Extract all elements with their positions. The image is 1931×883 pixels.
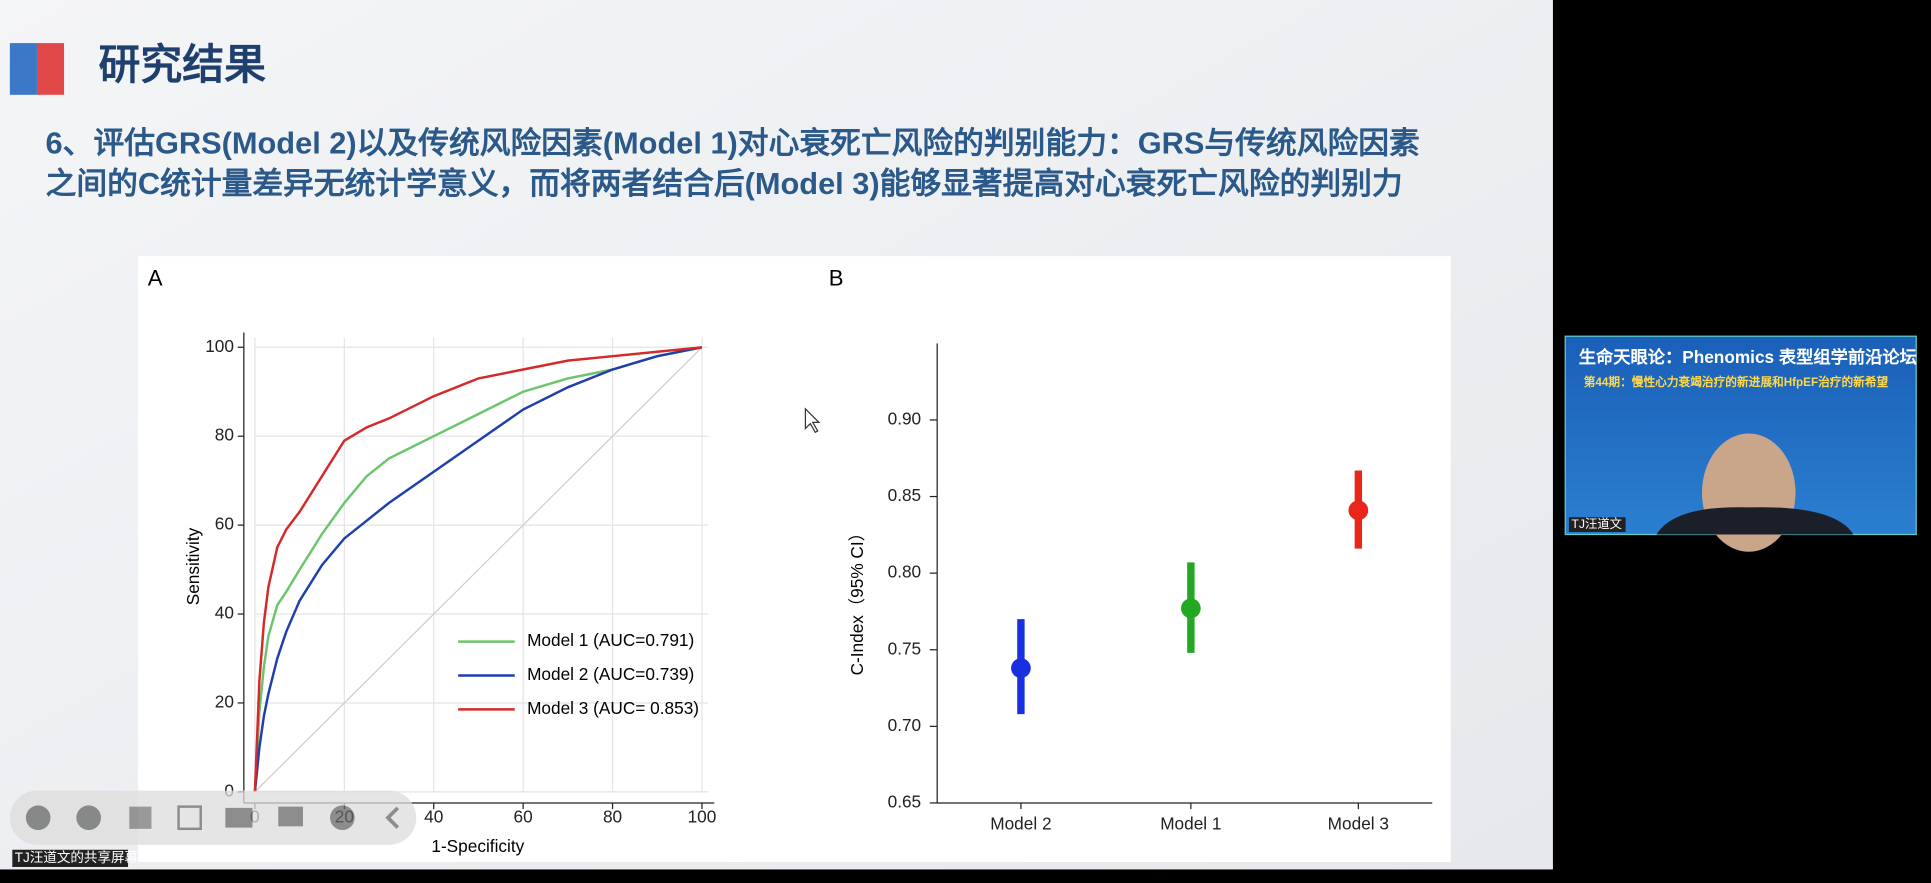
x-tick-label: 80 xyxy=(603,806,622,826)
prev-button[interactable] xyxy=(25,805,51,831)
y-tick-label: 100 xyxy=(205,336,234,356)
more-button[interactable] xyxy=(330,805,355,831)
toolbar[interactable] xyxy=(9,790,417,845)
legend-label: Model 3 (AUC= 0.853) xyxy=(527,698,699,718)
slide-title: 研究结果 xyxy=(99,41,267,88)
speaker-body xyxy=(1656,507,1854,535)
zoom-button[interactable] xyxy=(177,805,202,831)
next-button[interactable] xyxy=(76,805,101,831)
figure xyxy=(137,256,1451,863)
y-axis-label: C-Index（95% CI） xyxy=(847,524,867,675)
chat-button[interactable] xyxy=(278,806,303,827)
y-tick-label: 0.85 xyxy=(888,485,922,505)
speaker-label-bg xyxy=(1568,517,1626,533)
heading: 之间的C统计量差异无统计学意义，而将两者结合后(Model 3)能够显著提高对心… xyxy=(46,166,1403,201)
video-subtitle: 第44期：慢性心力衰竭治疗的新进展和HfpEF治疗的新希望 xyxy=(1584,375,1889,389)
y-tick-label: 60 xyxy=(215,514,234,534)
plots: A0204060801000204060801001-SpecificitySe… xyxy=(148,265,1433,856)
x-tick-label: Model 1 xyxy=(1160,814,1221,834)
reference-line xyxy=(254,346,703,793)
y-axis-label: Sensitivity xyxy=(183,527,203,605)
y-tick-label: 0.75 xyxy=(888,638,922,658)
y-tick-label: 0.70 xyxy=(888,715,922,735)
share-label: TJ汪道文的共享屏幕 xyxy=(15,849,139,865)
cursor xyxy=(804,407,821,434)
point xyxy=(1011,658,1031,678)
x-axis-label: 1-Specificity xyxy=(431,836,524,856)
pen-button[interactable] xyxy=(129,806,152,829)
y-tick-label: 80 xyxy=(215,425,234,445)
y-tick-label: 20 xyxy=(215,691,234,711)
video-banner: 生命天眼论：Phenomics 表型组学前沿论坛 xyxy=(1579,347,1917,367)
heading: 6、评估GRS(Model 2)以及传统风险因素(Model 1)对心衰死亡风险… xyxy=(46,125,1420,160)
x-tick-label: 100 xyxy=(688,806,717,826)
roc-curve xyxy=(253,346,703,792)
toolbar-bg xyxy=(9,790,417,845)
speaker-label: TJ汪道文 xyxy=(1571,516,1622,531)
share-label-bg xyxy=(12,849,129,867)
y-tick-label: 40 xyxy=(215,603,234,623)
y-tick-label: 0 xyxy=(224,780,234,800)
legend-label: Model 2 (AUC=0.739) xyxy=(527,664,694,684)
x-tick-label: Model 3 xyxy=(1328,814,1389,834)
y-tick-label: 0.90 xyxy=(888,408,922,428)
x-tick-label: Model 2 xyxy=(990,814,1051,834)
y-tick-label: 0.80 xyxy=(888,562,922,582)
y-tick-label: 0.65 xyxy=(888,791,922,811)
title-icon xyxy=(9,43,37,95)
x-tick-label: 60 xyxy=(514,806,533,826)
title-icon xyxy=(36,43,65,95)
legend-label: Model 1 (AUC=0.791) xyxy=(527,630,694,650)
roc-curve xyxy=(253,346,703,792)
point xyxy=(1181,598,1201,619)
panel-label: A xyxy=(148,265,163,290)
video-button[interactable] xyxy=(225,807,253,828)
roc-curve xyxy=(253,346,703,792)
panel-label: B xyxy=(829,265,844,290)
x-tick-label: 40 xyxy=(424,806,443,826)
point xyxy=(1348,500,1369,521)
collapse-button[interactable] xyxy=(385,806,400,829)
